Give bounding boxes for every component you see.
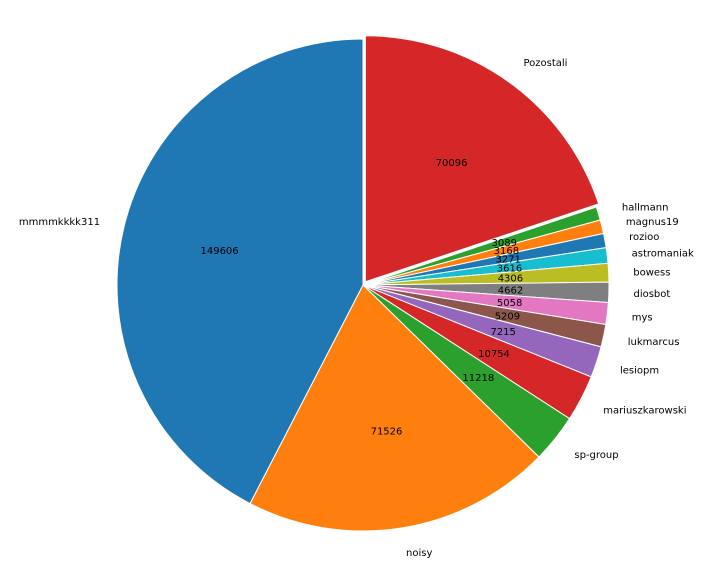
- slice-label-sp-group: sp-group: [574, 450, 618, 461]
- pie-slice-pozostali: [364, 35, 600, 283]
- value-label-astromaniak: 3616: [497, 263, 522, 274]
- pie-slices: [116, 35, 610, 532]
- slice-label-rozioo: rozioo: [629, 232, 659, 243]
- value-label-rozioo: 3271: [495, 254, 520, 265]
- value-label-lukmarcus: 5209: [495, 311, 520, 322]
- value-label-pozostali: 70096: [436, 158, 468, 169]
- value-label-hallmann: 3089: [492, 238, 517, 249]
- pie-slice-mmmmkkkk311: [116, 38, 364, 505]
- slice-label-lukmarcus: lukmarcus: [628, 337, 680, 348]
- value-label-mmmmkkkk311: 149606: [200, 246, 238, 257]
- slice-label-bowess: bowess: [633, 267, 670, 278]
- slice-label-magnus19: magnus19: [626, 217, 679, 228]
- slice-label-astromaniak: astromaniak: [632, 248, 694, 259]
- slice-label-mariuszkarowski: mariuszkarowski: [603, 406, 686, 417]
- value-label-noisy: 71526: [371, 427, 403, 438]
- value-label-bowess: 4306: [498, 274, 523, 285]
- value-label-mariuszkarowski: 10754: [478, 349, 510, 360]
- slice-label-mmmmkkkk311: mmmmkkkk311: [19, 217, 100, 228]
- pie-slice-noisy: [249, 284, 540, 532]
- slice-label-noisy: noisy: [406, 548, 432, 559]
- slice-label-diosbot: diosbot: [633, 289, 670, 300]
- value-label-magnus19: 3168: [494, 246, 519, 257]
- slice-label-lesiopm: lesiopm: [620, 366, 659, 377]
- value-label-sp-group: 11218: [462, 373, 494, 384]
- pie-labels: 70096 Pozostali 3089 hallmann 3168 magnus19 32…: [19, 58, 694, 559]
- slice-label-mys: mys: [632, 312, 653, 323]
- value-label-lesiopm: 7215: [490, 327, 515, 338]
- value-label-diosbot: 4662: [498, 285, 523, 296]
- slice-label-hallmann: hallmann: [622, 202, 669, 213]
- slice-label-pozostali: Pozostali: [523, 58, 567, 69]
- value-label-mys: 5058: [497, 298, 522, 309]
